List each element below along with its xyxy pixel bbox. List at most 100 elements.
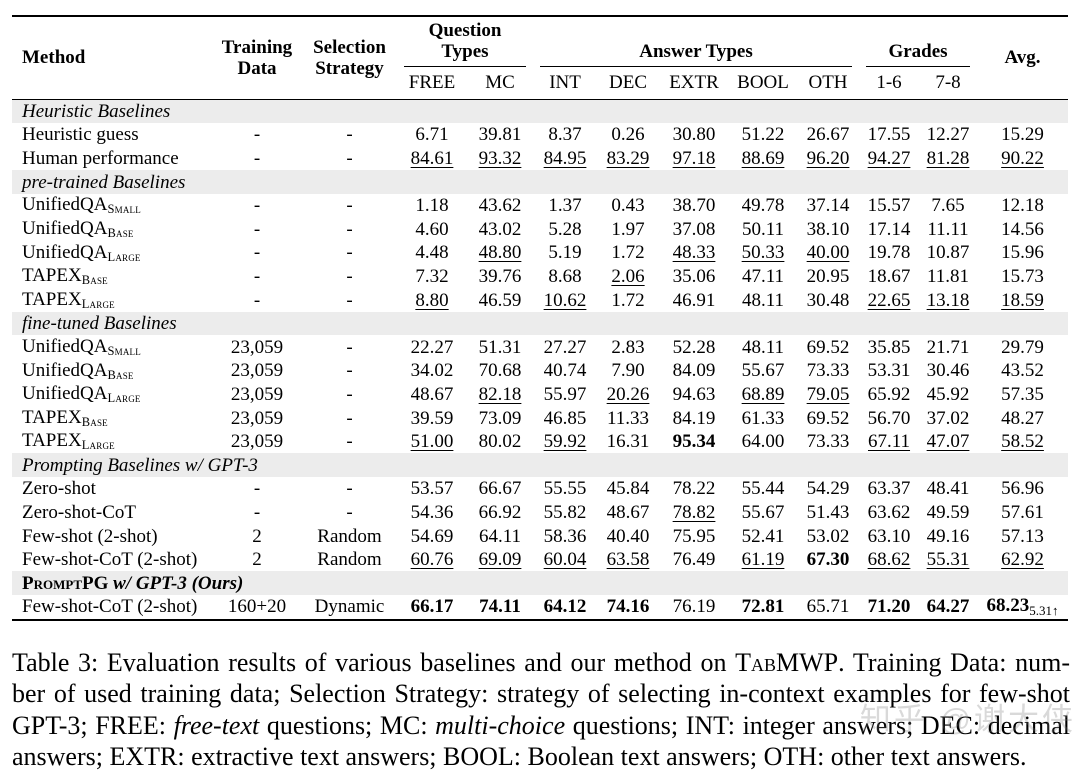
training-data-cell: 23,059 <box>230 407 284 429</box>
value: 75.95 <box>672 525 716 547</box>
value: 15.57 <box>867 195 911 217</box>
method-cell: TAPEXBase <box>22 265 108 288</box>
value-cell: 22.27 <box>397 335 467 359</box>
value: 30.46 <box>926 360 970 382</box>
value-cell: 78.82 <box>659 501 729 525</box>
section-title: pre-trained Baselines <box>12 170 1069 194</box>
value-cell: 67.11 <box>859 430 919 454</box>
value-cell: 94.63 <box>659 383 729 407</box>
value: 51.31 <box>478 336 522 358</box>
table-row: TAPEXLarge - - 8.80 46.59 10.62 1.72 46.91 48.11… <box>12 288 1068 312</box>
value-cell: 62.92 <box>977 548 1068 572</box>
value: 48.67 <box>410 383 454 405</box>
value: 4.48 <box>415 242 449 264</box>
text-segment: Table 3: Evaluation results of various b… <box>12 647 736 677</box>
selection-strategy-cell: - <box>346 242 353 264</box>
value: 15.29 <box>1001 124 1044 146</box>
caption-line: GPT-3; FREE: free-text questions; MC: mu… <box>12 710 1070 742</box>
value-cell: 84.95 <box>533 147 597 171</box>
value-cell: 40.74 <box>533 359 597 383</box>
value-cell: 20.95 <box>797 265 859 289</box>
value: 12.27 <box>926 124 970 146</box>
value: 8.80 <box>415 289 449 311</box>
value: 35.85 <box>867 336 911 358</box>
value: 82.18 <box>478 383 522 405</box>
value-cell: 68.62 <box>859 548 919 572</box>
value: 84.95 <box>543 148 587 170</box>
value-cell: 43.62 <box>467 194 533 218</box>
value-cell: 40.40 <box>597 524 659 548</box>
selection-strategy-cell: - <box>346 218 353 240</box>
value-cell: 46.91 <box>659 288 729 312</box>
value-cell: 65.92 <box>859 383 919 407</box>
selection-strategy-cell: - <box>346 336 353 358</box>
value-cell: 5.28 <box>533 218 597 242</box>
value-cell: 51.00 <box>397 430 467 454</box>
table-caption: Table 3: Evaluation results of various b… <box>12 647 1070 773</box>
value: 47.11 <box>741 265 785 287</box>
value: 57.35 <box>1001 383 1044 405</box>
value-cell: 51.43 <box>797 501 859 525</box>
method-cell: Heuristic guess <box>22 124 139 146</box>
value-cell: 78.22 <box>659 477 729 501</box>
value: 78.22 <box>672 478 716 500</box>
value: 5.28 <box>548 218 582 240</box>
value-cell: 57.35 <box>977 383 1068 407</box>
value-subscript: 5.31↑ <box>1029 603 1059 619</box>
text-segment: fine-tuned Baselines <box>22 313 177 335</box>
value-cell: 30.80 <box>659 123 729 147</box>
value-cell: 55.44 <box>729 477 797 501</box>
value: 20.95 <box>806 265 850 287</box>
value-cell: 76.49 <box>659 548 729 572</box>
value: 55.67 <box>741 360 785 382</box>
value-cell: 60.76 <box>397 548 467 572</box>
value-cell: 67.30 <box>797 548 859 572</box>
value: 48.11 <box>741 336 785 358</box>
value-cell: 64.27 <box>919 595 977 620</box>
value: 73.33 <box>806 360 850 382</box>
value: 35.06 <box>672 265 716 287</box>
col-header-grade-7-8: 7-8 <box>919 66 978 100</box>
method-subscript: Base <box>81 273 108 288</box>
value: 0.26 <box>611 124 645 146</box>
value: 48.67 <box>606 501 650 523</box>
training-data-cell: 2 <box>252 525 262 547</box>
section-title: Heuristic Baselines <box>12 99 1069 124</box>
results-table: Method Training Data Selection Strategy … <box>12 15 1069 621</box>
selection-strategy-cell: - <box>346 124 353 146</box>
value-cell: 66.17 <box>397 595 467 620</box>
selection-strategy-cell: - <box>346 478 353 500</box>
value-cell: 12.27 <box>919 123 977 147</box>
value: 4.60 <box>415 218 449 240</box>
table-row: TAPEXBase 23,059 - 39.59 73.09 46.85 11.33 84.1… <box>12 406 1068 430</box>
value-cell: 57.61 <box>977 501 1068 525</box>
value-cell: 65.71 <box>797 595 859 620</box>
value-cell: 6.71 <box>397 123 467 147</box>
value-cell: 1.72 <box>597 288 659 312</box>
value-cell: 47.11 <box>729 265 797 289</box>
text-segment: Heuristic Baselines <box>22 100 171 122</box>
method-subscript: Large <box>81 296 115 311</box>
training-data-cell: - <box>253 289 261 311</box>
value: 47.07 <box>926 431 970 453</box>
value: 69.52 <box>806 336 850 358</box>
value: 58.52 <box>1001 431 1044 453</box>
value: 46.85 <box>543 407 587 429</box>
training-data-cell: 160+20 <box>227 596 287 618</box>
value: 48.27 <box>1001 407 1044 429</box>
value-cell: 48.67 <box>597 501 659 525</box>
section-header-row: Prompting Baselines w/ GPT-3 <box>12 453 1069 478</box>
value: 10.87 <box>926 242 970 264</box>
training-data-cell: - <box>253 218 261 240</box>
text-segment: questions; MC: <box>259 710 436 740</box>
method-cell: UnifiedQABase <box>22 359 134 382</box>
value-cell: 46.59 <box>467 288 533 312</box>
value-cell: 18.67 <box>859 265 919 289</box>
table-header: Method Training Data Selection Strategy … <box>12 16 1069 100</box>
value: 53.57 <box>410 478 454 500</box>
value-cell: 1.37 <box>533 194 597 218</box>
value: 8.37 <box>548 124 582 146</box>
value-cell: 18.59 <box>977 288 1068 312</box>
value-cell: 53.02 <box>797 524 859 548</box>
